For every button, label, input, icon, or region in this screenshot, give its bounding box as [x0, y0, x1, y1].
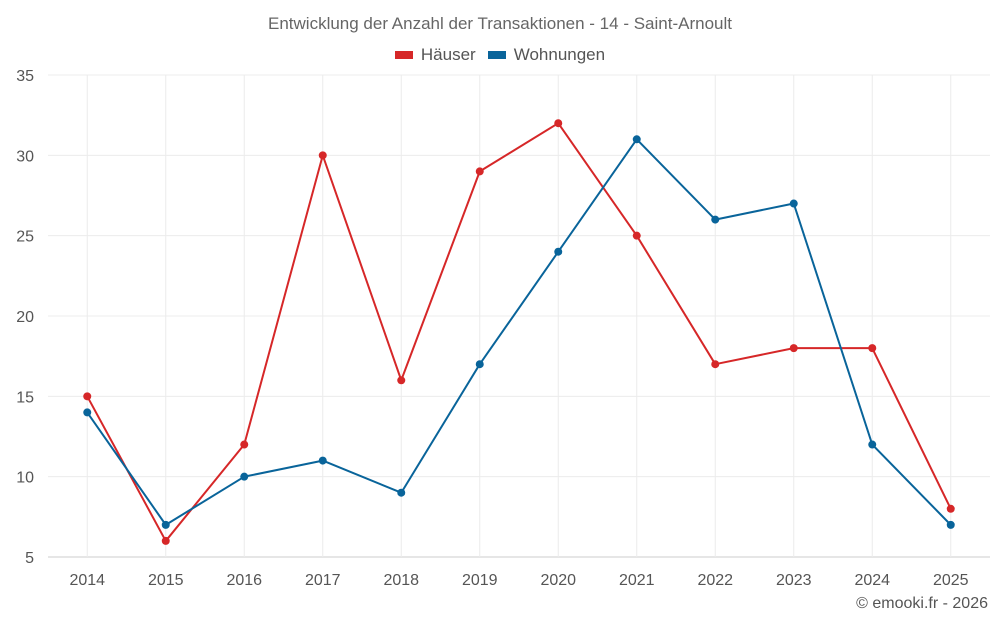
y-tick-label: 5 — [25, 550, 34, 567]
data-point-wohnungen — [397, 488, 406, 497]
legend-swatch-haeuser — [394, 51, 413, 59]
x-tick-label: 2016 — [226, 572, 262, 589]
y-tick-label: 15 — [16, 389, 34, 406]
data-point-haeuser — [240, 440, 249, 449]
legend-item-wohnungen[interactable]: Wohnungen — [487, 45, 606, 65]
x-tick-label: 2018 — [383, 572, 419, 589]
data-point-haeuser — [318, 151, 327, 160]
data-point-wohnungen — [868, 440, 877, 449]
data-point-wohnungen — [711, 215, 720, 224]
legend-label-haeuser: Häuser — [420, 45, 476, 64]
data-point-wohnungen — [475, 360, 484, 369]
data-point-haeuser — [632, 231, 641, 240]
x-tick-label: 2023 — [776, 572, 812, 589]
x-tick-label: 2014 — [69, 572, 105, 589]
data-point-haeuser — [475, 167, 484, 176]
x-tick-label: 2024 — [854, 572, 890, 589]
x-tick-label: 2021 — [619, 572, 655, 589]
series-line-haeuser — [86, 122, 952, 542]
data-point-haeuser — [397, 376, 406, 385]
data-point-haeuser — [868, 344, 877, 353]
legend-item-haeuser[interactable]: Häuser — [394, 45, 476, 65]
y-tick-label: 20 — [16, 309, 34, 326]
x-tick-label: 2025 — [933, 572, 969, 589]
x-tick-label: 2022 — [697, 572, 733, 589]
data-point-haeuser — [946, 504, 955, 513]
data-point-wohnungen — [789, 199, 798, 208]
data-point-wohnungen — [632, 135, 641, 144]
legend-swatch-wohnungen — [487, 51, 506, 59]
x-tick-label: 2019 — [462, 572, 498, 589]
y-tick-label: 10 — [16, 470, 34, 487]
data-point-haeuser — [711, 360, 720, 369]
legend: Häuser Wohnungen — [0, 45, 1000, 65]
data-point-haeuser — [83, 392, 92, 401]
credit-text: © emooki.fr - 2026 — [856, 595, 988, 612]
data-point-wohnungen — [946, 520, 955, 529]
y-tick-label: 35 — [16, 68, 34, 85]
data-point-wohnungen — [161, 520, 170, 529]
data-point-haeuser — [161, 536, 170, 545]
data-point-wohnungen — [318, 456, 327, 465]
data-point-haeuser — [554, 119, 563, 128]
data-point-wohnungen — [554, 247, 563, 256]
data-point-wohnungen — [240, 472, 249, 481]
data-point-haeuser — [789, 344, 798, 353]
x-tick-label: 2020 — [540, 572, 576, 589]
legend-label-wohnungen: Wohnungen — [513, 45, 606, 64]
series-line-wohnungen — [86, 138, 952, 526]
chart-title: Entwicklung der Anzahl der Transaktionen… — [268, 14, 732, 33]
y-tick-label: 30 — [16, 148, 34, 165]
data-point-wohnungen — [83, 408, 92, 417]
y-tick-label: 25 — [16, 229, 34, 246]
x-tick-label: 2015 — [148, 572, 184, 589]
x-tick-label: 2017 — [305, 572, 341, 589]
